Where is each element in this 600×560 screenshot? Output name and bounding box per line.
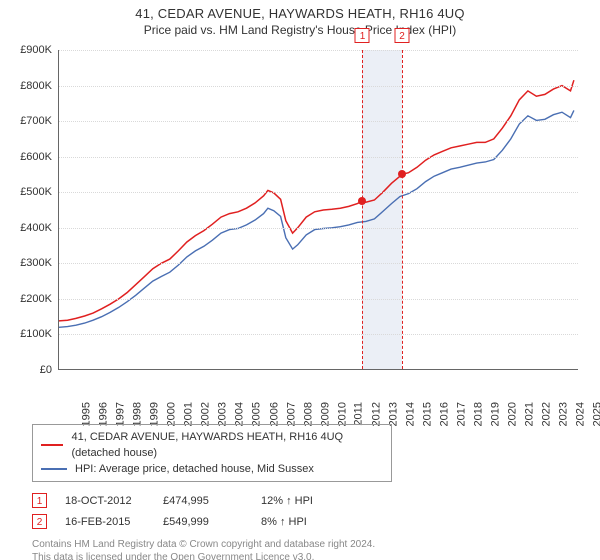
sale-point bbox=[398, 170, 406, 178]
x-axis-labels: 1995199619971998199920002001200220032004… bbox=[58, 372, 578, 414]
x-tick-label: 1995 bbox=[80, 402, 92, 426]
y-tick-label: £100K bbox=[20, 328, 52, 340]
chart-subtitle: Price paid vs. HM Land Registry's House … bbox=[0, 21, 600, 37]
x-tick-label: 2010 bbox=[336, 402, 348, 426]
x-tick-label: 1998 bbox=[132, 402, 144, 426]
marker-box: 2 bbox=[395, 28, 410, 43]
footer-attribution: Contains HM Land Registry data © Crown c… bbox=[32, 538, 572, 560]
x-tick-label: 2025 bbox=[592, 402, 600, 426]
x-tick-label: 2016 bbox=[439, 402, 451, 426]
x-tick-label: 2022 bbox=[541, 402, 553, 426]
sale-date: 18-OCT-2012 bbox=[65, 495, 145, 507]
x-tick-label: 2014 bbox=[404, 402, 416, 426]
x-tick-label: 2000 bbox=[166, 402, 178, 426]
x-tick-label: 2002 bbox=[200, 402, 212, 426]
legend-row: 41, CEDAR AVENUE, HAYWARDS HEATH, RH16 4… bbox=[41, 429, 383, 461]
legend-box: 41, CEDAR AVENUE, HAYWARDS HEATH, RH16 4… bbox=[32, 424, 392, 482]
series-svg bbox=[59, 50, 579, 370]
x-tick-label: 2007 bbox=[285, 402, 297, 426]
legend-swatch bbox=[41, 468, 67, 470]
x-tick-label: 2004 bbox=[234, 402, 246, 426]
x-tick-label: 2012 bbox=[370, 402, 382, 426]
sale-price: £549,999 bbox=[163, 516, 243, 528]
marker-box: 1 bbox=[355, 28, 370, 43]
sale-marker-box: 2 bbox=[32, 514, 47, 529]
x-tick-label: 2024 bbox=[575, 402, 587, 426]
x-tick-label: 2011 bbox=[352, 402, 364, 426]
y-axis-labels: £0£100K£200K£300K£400K£500K£600K£700K£80… bbox=[12, 50, 56, 370]
sale-marker-box: 1 bbox=[32, 493, 47, 508]
x-tick-label: 2009 bbox=[319, 402, 331, 426]
sale-delta: 12% ↑ HPI bbox=[261, 495, 341, 507]
x-tick-label: 2013 bbox=[387, 402, 399, 426]
x-tick-label: 2005 bbox=[251, 402, 263, 426]
x-tick-label: 1999 bbox=[149, 402, 161, 426]
sale-row: 1 18-OCT-2012 £474,995 12% ↑ HPI bbox=[32, 490, 572, 511]
x-tick-label: 2003 bbox=[217, 402, 229, 426]
footer-line-1: Contains HM Land Registry data © Crown c… bbox=[32, 538, 572, 551]
y-tick-label: £400K bbox=[20, 222, 52, 234]
x-tick-label: 1996 bbox=[98, 402, 110, 426]
x-tick-label: 2008 bbox=[302, 402, 314, 426]
marker-vline bbox=[362, 50, 363, 369]
y-tick-label: £600K bbox=[20, 151, 52, 163]
y-tick-label: £700K bbox=[20, 115, 52, 127]
sale-price: £474,995 bbox=[163, 495, 243, 507]
legend-label: HPI: Average price, detached house, Mid … bbox=[75, 461, 314, 477]
footer-line-2: This data is licensed under the Open Gov… bbox=[32, 551, 572, 560]
x-tick-label: 2019 bbox=[490, 402, 502, 426]
sale-rows: 1 18-OCT-2012 £474,995 12% ↑ HPI 2 16-FEB-201… bbox=[32, 490, 572, 532]
series-price_paid bbox=[59, 80, 574, 321]
y-tick-label: £500K bbox=[20, 186, 52, 198]
marker-vline bbox=[402, 50, 403, 369]
sale-date: 16-FEB-2015 bbox=[65, 516, 145, 528]
x-tick-label: 2023 bbox=[558, 402, 570, 426]
chart-area: £0 £100K £200K £300K £400K £500K £600K £700K £80… bbox=[12, 44, 588, 420]
y-tick-label: £0 bbox=[40, 364, 52, 376]
x-tick-label: 2021 bbox=[524, 402, 536, 426]
y-tick-label: £800K bbox=[20, 80, 52, 92]
x-tick-label: 2001 bbox=[183, 402, 195, 426]
y-tick-label: £300K bbox=[20, 257, 52, 269]
x-tick-label: 2006 bbox=[268, 402, 280, 426]
legend-swatch bbox=[41, 444, 63, 446]
y-tick-label: £200K bbox=[20, 293, 52, 305]
x-tick-label: 2017 bbox=[456, 402, 468, 426]
sale-delta: 8% ↑ HPI bbox=[261, 516, 341, 528]
x-tick-label: 2018 bbox=[473, 402, 485, 426]
x-tick-label: 2015 bbox=[421, 402, 433, 426]
below-chart: 41, CEDAR AVENUE, HAYWARDS HEATH, RH16 4… bbox=[32, 424, 572, 560]
sale-point bbox=[358, 197, 366, 205]
legend-row: HPI: Average price, detached house, Mid … bbox=[41, 461, 383, 477]
x-tick-label: 1997 bbox=[115, 402, 127, 426]
x-tick-label: 2020 bbox=[507, 402, 519, 426]
y-tick-label: £900K bbox=[20, 44, 52, 56]
legend-label: 41, CEDAR AVENUE, HAYWARDS HEATH, RH16 4… bbox=[71, 429, 383, 461]
chart-title: 41, CEDAR AVENUE, HAYWARDS HEATH, RH16 4… bbox=[0, 0, 600, 21]
sale-row: 2 16-FEB-2015 £549,999 8% ↑ HPI bbox=[32, 511, 572, 532]
series-hpi bbox=[59, 110, 574, 327]
plot-area: 12 bbox=[58, 50, 578, 370]
